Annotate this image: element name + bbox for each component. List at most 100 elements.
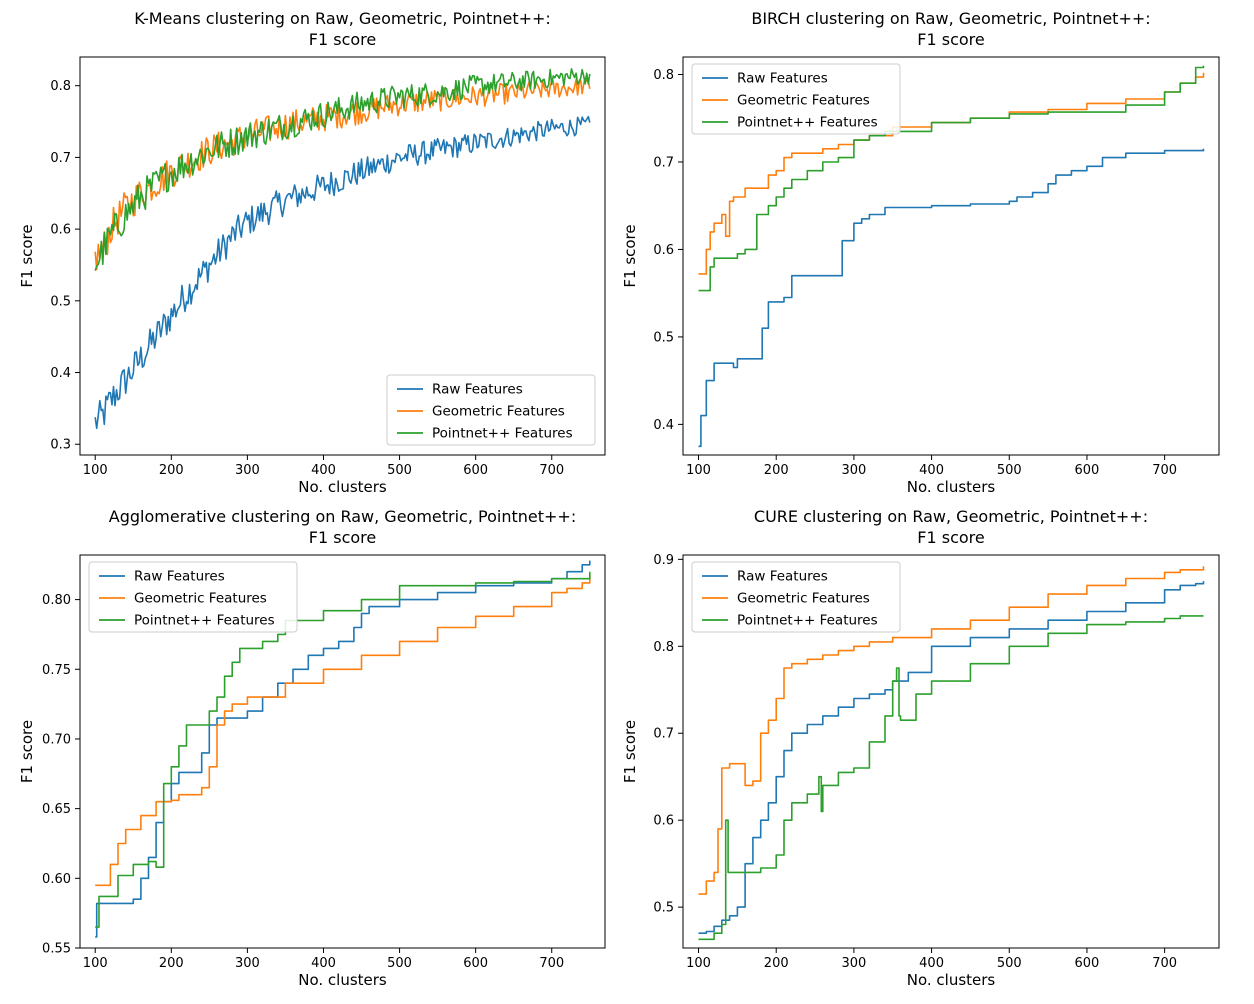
x-tick-label: 400 xyxy=(311,463,336,478)
y-tick-label: 0.7 xyxy=(653,155,674,170)
x-tick-label: 600 xyxy=(1075,956,1100,971)
series-group xyxy=(698,65,1205,448)
legend: Raw Features Geometric Features Pointnet++… xyxy=(386,374,596,446)
y-tick-label: 0.3 xyxy=(50,438,71,453)
x-tick-label: 100 xyxy=(83,956,108,971)
y-tick-label: 0.8 xyxy=(653,640,674,655)
legend-entry: Geometric Features xyxy=(737,591,870,607)
x-tick-label: 600 xyxy=(463,956,488,971)
y-tick-label: 0.6 xyxy=(50,223,71,238)
plot-area xyxy=(79,554,606,949)
legend-box xyxy=(88,561,298,633)
chart-title: F1 score xyxy=(309,528,376,547)
x-tick-label: 400 xyxy=(919,956,944,971)
x-axis-label: No. clusters xyxy=(298,478,387,496)
x-axis-label: No. clusters xyxy=(907,478,996,496)
legend-box xyxy=(386,374,596,446)
plot-area xyxy=(682,56,1220,456)
y-tick-label: 0.8 xyxy=(50,79,71,94)
legend: Raw Features Geometric Features Pointnet++… xyxy=(691,561,901,633)
y-tick-label: 0.75 xyxy=(42,663,71,678)
legend-entry: Raw Features xyxy=(737,569,828,585)
legend-entry: Pointnet++ Features xyxy=(737,613,878,629)
series-line xyxy=(94,115,591,430)
legend-entry: Raw Features xyxy=(134,569,225,585)
chart-2: BIRCH clustering on Raw, Geometric, Poin… xyxy=(621,9,1220,496)
y-tick-label: 0.8 xyxy=(653,68,674,83)
x-tick-label: 400 xyxy=(919,463,944,478)
y-axis-label: F1 score xyxy=(621,720,639,783)
y-tick-label: 0.5 xyxy=(653,901,674,916)
series-group xyxy=(94,68,591,430)
series-line xyxy=(95,571,591,928)
x-tick-label: 300 xyxy=(841,463,866,478)
chart-title: F1 score xyxy=(917,528,984,547)
series-line xyxy=(698,148,1205,448)
x-tick-label: 700 xyxy=(539,463,564,478)
x-tick-label: 500 xyxy=(997,463,1022,478)
x-axis-label: No. clusters xyxy=(298,971,387,989)
y-tick-label: 0.70 xyxy=(42,732,71,747)
plot-area xyxy=(682,554,1220,949)
y-tick-label: 0.7 xyxy=(50,151,71,166)
x-tick-label: 500 xyxy=(997,956,1022,971)
x-tick-label: 500 xyxy=(387,463,412,478)
chart-title: F1 score xyxy=(309,30,376,49)
y-tick-label: 0.5 xyxy=(653,330,674,345)
series-line xyxy=(94,68,591,271)
y-axis-label: F1 score xyxy=(18,720,36,783)
chart-title: BIRCH clustering on Raw, Geometric, Poin… xyxy=(751,9,1150,28)
plot-area xyxy=(79,56,606,456)
legend: Raw Features Geometric Features Pointnet++… xyxy=(88,561,298,633)
x-tick-label: 600 xyxy=(1075,463,1100,478)
legend-entry: Raw Features xyxy=(432,382,523,398)
x-tick-label: 200 xyxy=(764,463,789,478)
series-line xyxy=(698,566,1205,895)
x-tick-label: 300 xyxy=(235,463,260,478)
y-tick-label: 0.4 xyxy=(50,366,71,381)
x-tick-label: 200 xyxy=(159,463,184,478)
series-line xyxy=(698,581,1205,935)
chart-title: F1 score xyxy=(917,30,984,49)
y-tick-label: 0.65 xyxy=(42,802,71,817)
x-tick-label: 700 xyxy=(539,956,564,971)
legend-entry: Pointnet++ Features xyxy=(134,613,275,629)
y-tick-label: 0.55 xyxy=(42,942,71,957)
chart-1: K-Means clustering on Raw, Geometric, Po… xyxy=(18,9,606,496)
series-line xyxy=(698,615,1204,941)
legend-entry: Geometric Features xyxy=(432,404,565,420)
x-axis-label: No. clusters xyxy=(907,971,996,989)
x-tick-label: 400 xyxy=(311,956,336,971)
y-tick-label: 0.60 xyxy=(42,872,71,887)
y-tick-label: 0.9 xyxy=(653,553,674,568)
series-group xyxy=(698,566,1205,941)
y-tick-label: 0.4 xyxy=(653,418,674,433)
x-tick-label: 600 xyxy=(463,463,488,478)
series-group xyxy=(95,560,591,938)
x-tick-label: 200 xyxy=(764,956,789,971)
x-tick-label: 300 xyxy=(235,956,260,971)
x-tick-label: 700 xyxy=(1152,463,1177,478)
y-tick-label: 0.80 xyxy=(42,593,71,608)
chart-title: CURE clustering on Raw, Geometric, Point… xyxy=(754,507,1148,526)
x-tick-label: 100 xyxy=(83,463,108,478)
legend: Raw Features Geometric Features Pointnet++… xyxy=(691,63,901,135)
x-tick-label: 100 xyxy=(686,956,711,971)
legend-entry: Geometric Features xyxy=(737,93,870,109)
x-tick-label: 200 xyxy=(159,956,184,971)
legend-entry: Raw Features xyxy=(737,71,828,87)
chart-4: CURE clustering on Raw, Geometric, Point… xyxy=(621,507,1220,989)
chart-3: Agglomerative clustering on Raw, Geometr… xyxy=(18,507,606,989)
series-line xyxy=(95,574,591,887)
legend-box xyxy=(691,561,901,633)
x-tick-label: 100 xyxy=(686,463,711,478)
legend-entry: Pointnet++ Features xyxy=(737,115,878,131)
y-tick-label: 0.7 xyxy=(653,727,674,742)
legend-box xyxy=(691,63,901,135)
y-tick-label: 0.6 xyxy=(653,814,674,829)
y-axis-label: F1 score xyxy=(621,224,639,287)
series-line xyxy=(698,72,1205,275)
legend-entry: Geometric Features xyxy=(134,591,267,607)
legend-entry: Pointnet++ Features xyxy=(432,426,573,442)
